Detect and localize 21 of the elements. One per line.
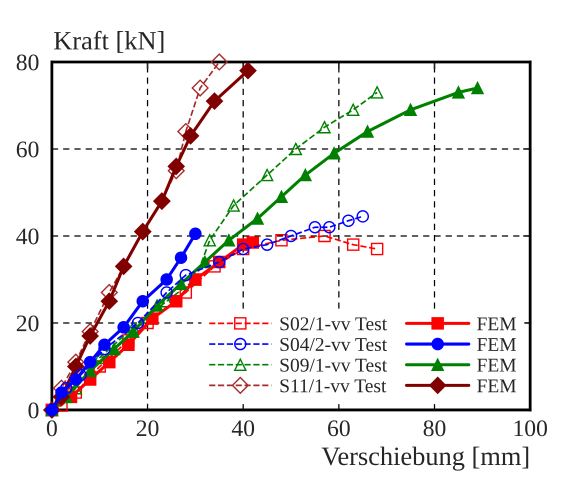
legend-label: FEM [477,358,516,372]
y-tick-label: 60 [16,141,38,158]
legend-label: S02/1-vv Test [280,317,388,330]
y-tick-label: 80 [16,54,38,70]
legend-label: S11/1-vv Test [280,379,386,392]
x-tick-label: 80 [424,420,446,436]
x-tick-label: 40 [232,420,254,436]
y-tick-label: 40 [16,228,38,244]
x-tick-label: 0 [46,420,57,436]
legend-label: FEM [477,379,516,392]
legend-label: S09/1-vv Test [280,358,388,372]
y-axis-title: Kraft [kN] [54,30,164,53]
legend-label: S04/2-vv Test [280,338,388,352]
legend-label: FEM [477,338,516,351]
x-tick-label: 60 [328,420,350,436]
y-tick-label: 0 [28,402,38,418]
x-tick-label: 100 [514,420,547,436]
y-tick-label: 20 [16,315,38,332]
x-axis-title: Verschiebung [mm] [322,446,528,471]
x-tick-label: 20 [136,420,158,436]
legend-label: FEM [477,317,516,330]
